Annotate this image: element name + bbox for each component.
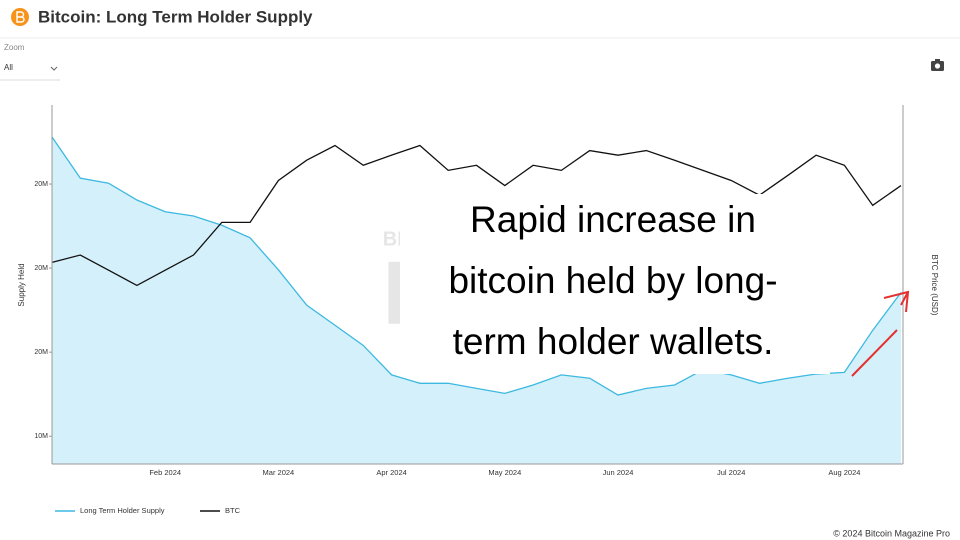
annotation-text: bitcoin held by long-: [448, 260, 777, 301]
bitcoin-glyph: [16, 11, 25, 23]
x-tick-label: Jun 2024: [603, 468, 634, 477]
y-tick-label: 20M: [34, 265, 48, 272]
zoom-select[interactable]: All: [4, 63, 13, 72]
zoom-label: Zoom: [4, 43, 25, 52]
camera-lens[interactable]: [934, 63, 941, 69]
zoom-caret[interactable]: [50, 66, 58, 71]
page-title: Bitcoin: Long Term Holder Supply: [38, 7, 313, 26]
annotation-text: Rapid increase in: [470, 199, 756, 240]
y-tick-label: 20M: [34, 181, 48, 188]
supply-line: [51, 136, 902, 396]
x-tick-label: Aug 2024: [828, 468, 860, 477]
y-axis-label: Supply Held: [17, 263, 26, 306]
supply-area: [52, 136, 901, 464]
x-tick-label: Apr 2024: [376, 468, 406, 477]
x-tick-label: Mar 2024: [263, 468, 295, 477]
y-tick-label: 20M: [34, 349, 48, 356]
x-tick-label: Jul 2024: [717, 468, 745, 477]
annotation-box: [400, 194, 830, 374]
annotation-arrow: [851, 290, 910, 377]
legend-label: BTC: [225, 506, 241, 515]
y2-axis-label: BTC Price (USD): [930, 255, 939, 316]
camera-top[interactable]: [935, 59, 940, 62]
camera-icon[interactable]: [931, 59, 944, 71]
y-tick-label: 10M: [34, 433, 48, 440]
annotation-text: term holder wallets.: [453, 321, 774, 362]
footer: © 2024 Bitcoin Magazine Pro: [833, 528, 950, 538]
x-tick-label: May 2024: [488, 468, 521, 477]
x-tick-label: Feb 2024: [149, 468, 181, 477]
legend-label: Long Term Holder Supply: [80, 506, 165, 515]
